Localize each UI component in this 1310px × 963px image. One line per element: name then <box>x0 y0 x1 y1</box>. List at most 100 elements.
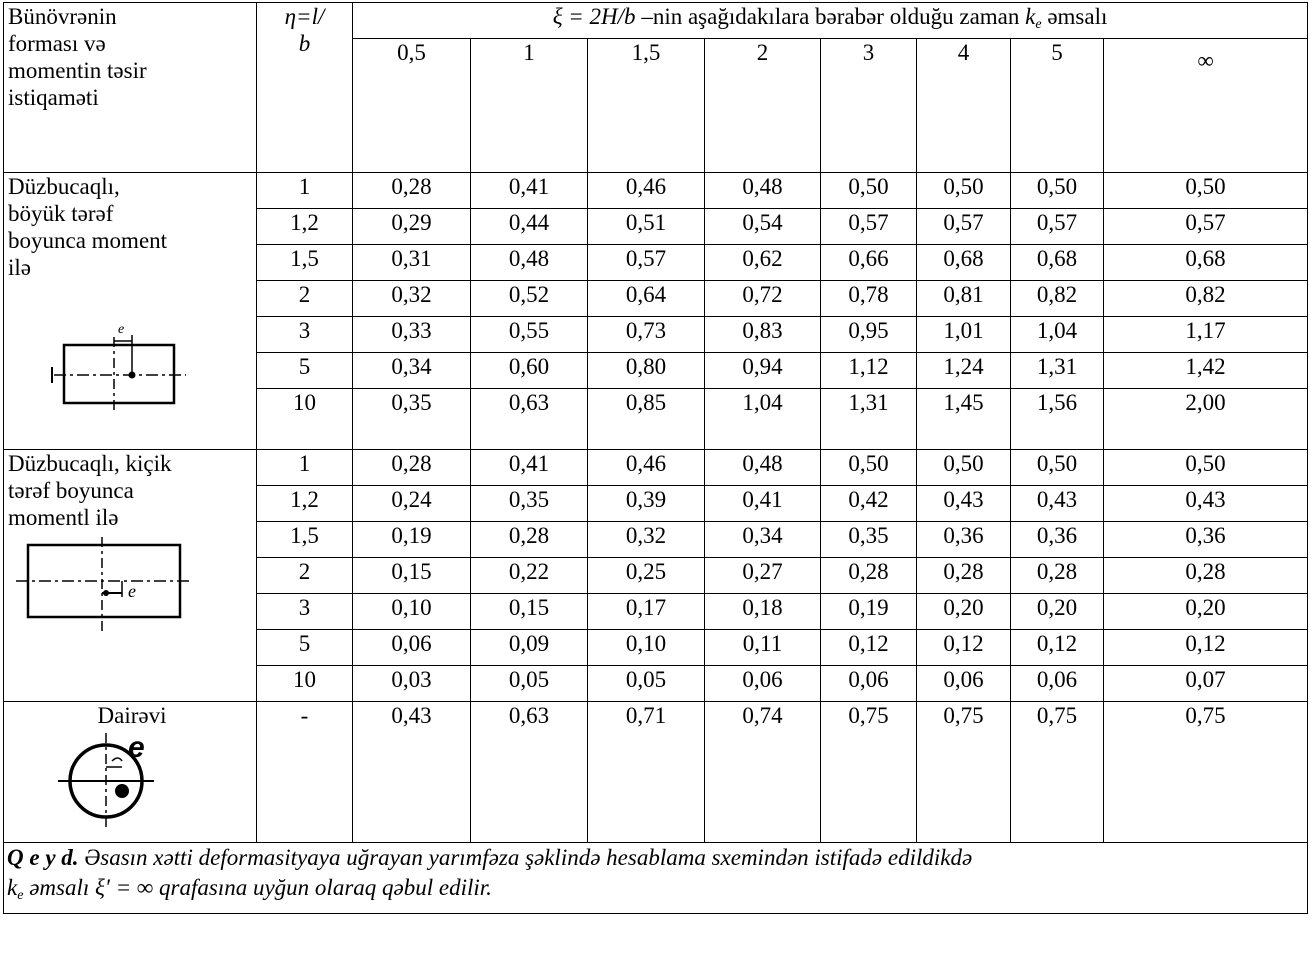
note-row: Q e y d. Əsasın xətti deformasityaya uğr… <box>2 842 1309 914</box>
eta-cell: 10 <box>256 665 353 702</box>
coefficient-cell: 0,24 <box>352 485 471 522</box>
coefficient-cell: 0,75 <box>1102 701 1309 843</box>
coefficient-cell: 0,43 <box>1010 485 1104 522</box>
coefficient-cell: 0,75 <box>916 701 1011 843</box>
coefficient-cell: 0,66 <box>820 244 917 281</box>
coefficient-cell: 0,63 <box>470 701 588 843</box>
header-eta: η=l/ b <box>256 2 353 173</box>
coefficient-cell: 0,35 <box>820 521 917 558</box>
coefficient-cell: 0,10 <box>352 593 471 630</box>
group-circular: Dairəvi e -0,43 0,63 0,71 0,74 0,75 0,75 0,75 0,7… <box>3 701 1309 843</box>
coefficient-cell: 0,57 <box>587 244 705 281</box>
group-long-side: Düzbucaqlı, böyük tərəf boyunca moment ilə e… <box>3 172 1309 450</box>
coefficient-cell: 0,11 <box>704 629 821 666</box>
coefficient-cell: 0,50 <box>916 172 1011 209</box>
eta-cell: 1 <box>256 449 353 486</box>
coefficient-cell: 0,18 <box>704 593 821 630</box>
note-text-1: Əsasın xətti deformasityaya uğrayan yarı… <box>78 845 973 870</box>
xi-header: 3 <box>820 38 917 173</box>
eta-cell: 10 <box>256 388 353 450</box>
foundation-shape-cell: Düzbucaqlı, böyük tərəf boyunca moment ilə e <box>3 172 257 450</box>
eta-cell: 1 <box>256 172 353 209</box>
xi-header: 5 <box>1010 38 1104 173</box>
coefficient-cell: 0,43 <box>1102 485 1309 522</box>
coefficient-cell: 0,05 <box>587 665 705 702</box>
coefficient-cell: 0,57 <box>916 208 1011 245</box>
note-text-2: əmsalı ξ′ = ∞ qrafasına uyğun olaraq qəb… <box>23 875 492 900</box>
coefficient-cell: 0,12 <box>820 629 917 666</box>
coefficient-cell: 1,04 <box>704 388 821 450</box>
coefficient-cell: 0,57 <box>1010 208 1104 245</box>
coefficient-cell: 1,01 <box>916 316 1011 353</box>
note-cell: Q e y d. Əsasın xətti deformasityaya uğr… <box>2 842 1309 914</box>
coefficient-cell: 0,36 <box>916 521 1011 558</box>
coefficient-cell: 0,03 <box>352 665 471 702</box>
shape-label: momentl ilə <box>8 505 119 530</box>
coefficient-cell: 0,28 <box>1102 557 1309 594</box>
coefficient-cell: 0,95 <box>820 316 917 353</box>
coefficient-cell: 0,05 <box>470 665 588 702</box>
eta-cell: 1,5 <box>256 244 353 281</box>
coefficient-cell: 0,41 <box>470 449 588 486</box>
coefficient-cell: 0,19 <box>352 521 471 558</box>
coefficient-cell: 0,09 <box>470 629 588 666</box>
rectangle-short-side-moment-icon: e <box>8 535 256 635</box>
coefficient-cell: 0,48 <box>704 449 821 486</box>
shape-label: tərəf boyunca <box>8 478 134 503</box>
coefficient-cell: 0,39 <box>587 485 705 522</box>
table-row: 3 0,33 0,55 0,73 0,83 0,95 1,01 1,04 1,17 <box>4 316 1309 353</box>
coefficient-cell: 0,27 <box>704 557 821 594</box>
k-symbol: k <box>1025 4 1036 29</box>
xi-header: 4 <box>916 38 1011 173</box>
coefficient-cell: 0,06 <box>352 629 471 666</box>
coefficient-cell: 0,82 <box>1102 280 1309 317</box>
xi-header: 2 <box>704 38 821 173</box>
coefficient-cell: 0,48 <box>470 244 588 281</box>
coefficient-cell: 0,31 <box>352 244 471 281</box>
coefficient-cell: 0,28 <box>352 172 471 209</box>
coefficient-cell: 0,43 <box>352 701 471 843</box>
eta-label-top: η=l/ <box>284 4 325 29</box>
coefficient-cell: 0,51 <box>587 208 705 245</box>
header-line: Bünövrənin <box>8 4 117 29</box>
note-lead: Q e y d. <box>7 845 79 870</box>
coefficient-cell: 0,36 <box>1010 521 1104 558</box>
coefficient-cell: 0,25 <box>587 557 705 594</box>
foundation-shape-cell: Düzbucaqlı, kiçik tərəf boyunca momentl il… <box>3 449 257 702</box>
eta-cell: 1,2 <box>256 208 353 245</box>
figure-label-e: e <box>128 731 145 764</box>
xi-title-text: –nin aşağıdakılara bərabər olduğu zaman <box>635 4 1026 29</box>
coefficient-cell: 0,48 <box>704 172 821 209</box>
coefficient-cell: 0,06 <box>916 665 1011 702</box>
table-row: 5 0,06 0,09 0,10 0,11 0,12 0,12 0,12 0,12 <box>4 629 1309 666</box>
coefficient-cell: 2,00 <box>1102 388 1309 450</box>
coefficient-cell: 0,35 <box>470 485 588 522</box>
coefficient-cell: 0,06 <box>820 665 917 702</box>
coefficient-cell: 0,63 <box>470 388 588 450</box>
coefficient-cell: 0,50 <box>1010 172 1104 209</box>
coefficient-cell: 0,94 <box>704 352 821 389</box>
header-line: momentin təsir <box>8 58 147 83</box>
coefficient-cell: 1,45 <box>916 388 1011 450</box>
xi-header: 1 <box>470 38 588 173</box>
xi-header: 1,5 <box>587 38 705 173</box>
xi-title-end: əmsalı <box>1041 4 1108 29</box>
coefficient-cell: 1,31 <box>1010 352 1104 389</box>
shape-label: Düzbucaqlı, <box>8 174 120 199</box>
rectangle-long-side-moment-icon: e <box>8 315 256 415</box>
coefficient-cell: 0,06 <box>704 665 821 702</box>
header-line: forması və <box>8 31 106 56</box>
table-row: 1,5 0,31 0,48 0,57 0,62 0,66 0,68 0,68 0,68 <box>4 244 1309 281</box>
coefficient-cell: 0,72 <box>704 280 821 317</box>
coefficient-cell: 0,60 <box>470 352 588 389</box>
coefficient-table: Bünövrənin forması və momentin təsir ist… <box>2 2 1309 914</box>
coefficient-cell: 0,28 <box>1010 557 1104 594</box>
eta-cell: 3 <box>256 593 353 630</box>
note-k: k <box>7 875 18 900</box>
coefficient-cell: 1,56 <box>1010 388 1104 450</box>
coefficient-cell: 0,15 <box>352 557 471 594</box>
eta-cell: 5 <box>256 352 353 389</box>
table-row: 10 0,03 0,05 0,05 0,06 0,06 0,06 0,06 0,07 <box>4 665 1309 702</box>
coefficient-cell: 0,41 <box>470 172 588 209</box>
coefficient-cell: 0,54 <box>704 208 821 245</box>
